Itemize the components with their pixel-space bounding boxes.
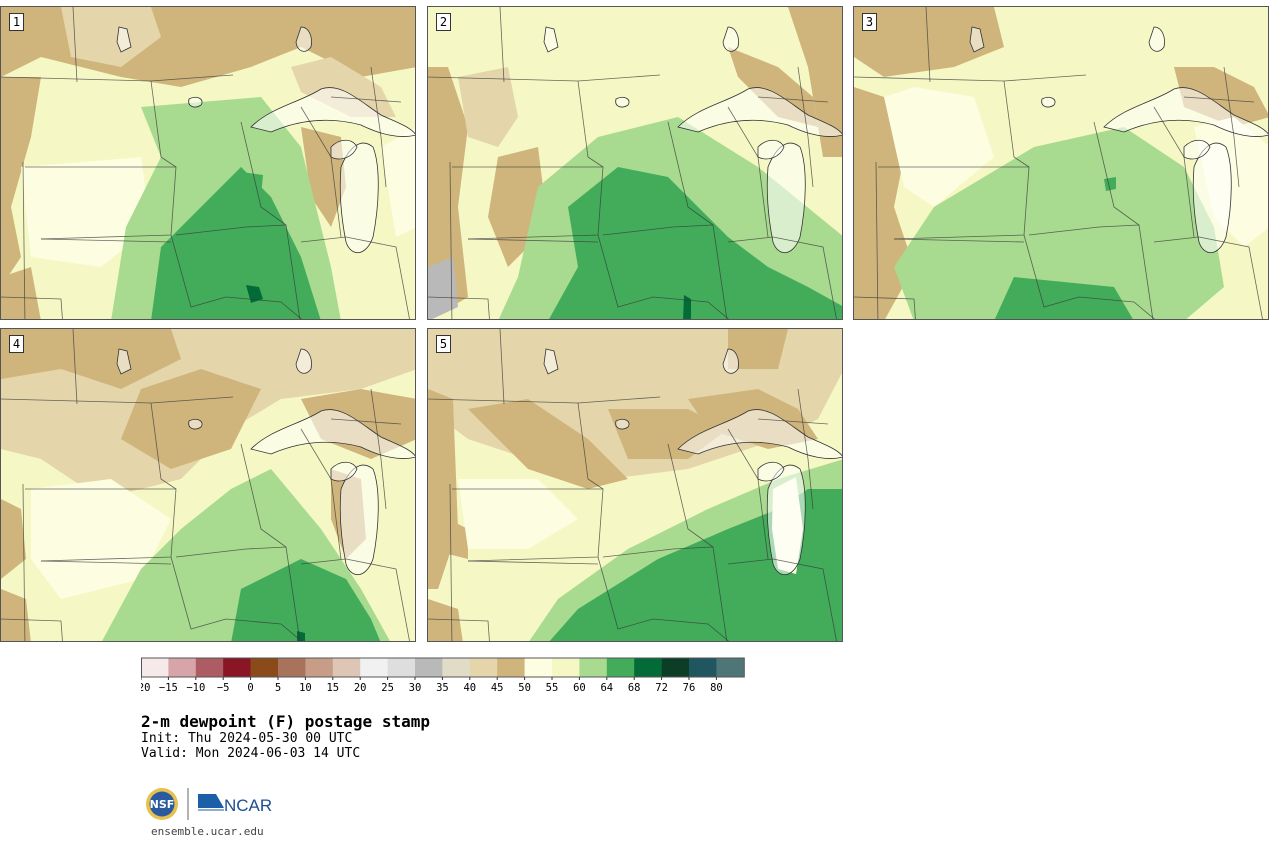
colorbar-tick-label: 20 — [354, 682, 367, 694]
colorbar-cell-13 — [497, 658, 525, 677]
dewpoint-region — [1, 77, 41, 287]
colorbar-tick-label: 50 — [518, 682, 531, 694]
init-time: Init: Thu 2024-05-30 00 UTC — [141, 731, 353, 746]
dewpoint-region — [448, 519, 468, 559]
dewpoint-region — [894, 127, 1224, 319]
colorbar-tick-label: −15 — [159, 682, 178, 694]
dewpoint-region — [1, 329, 181, 389]
map-panel-3: 3 — [853, 6, 1269, 320]
colorbar-cell-1 — [168, 658, 197, 677]
dewpoint-map-1 — [1, 7, 415, 319]
dewpoint-map-4 — [1, 329, 415, 641]
colorbar-cell-18 — [634, 658, 662, 677]
colorbar-tick-label: 72 — [655, 682, 668, 694]
colorbar-cell-7 — [332, 658, 361, 677]
dewpoint-region — [1, 589, 31, 641]
colorbar-tick-label: 80 — [710, 682, 723, 694]
map-panel-1: 1 — [0, 6, 416, 320]
colorbar-cell-10 — [415, 658, 443, 677]
colorbar-cell-4 — [250, 658, 279, 677]
colorbar-tick-label: 15 — [326, 682, 339, 694]
dewpoint-region — [458, 67, 518, 147]
valid-time: Valid: Mon 2024-06-03 14 UTC — [141, 746, 361, 761]
colorbar-tick-label: 35 — [436, 682, 449, 694]
colorbar-tick-label: −5 — [217, 682, 230, 694]
dewpoint-region — [151, 167, 321, 319]
ncar-logo: NCAR — [198, 794, 272, 815]
colorbar-cell-21 — [716, 658, 745, 677]
dewpoint-map-3 — [854, 7, 1268, 319]
dewpoint-region — [884, 87, 994, 207]
panel-number-2: 2 — [436, 13, 451, 31]
dewpoint-region — [428, 599, 463, 641]
dewpoint-region — [1, 499, 26, 579]
colorbar-cell-19 — [661, 658, 690, 677]
dewpoint-region — [854, 7, 1004, 77]
colorbar-tick-label: 76 — [683, 682, 696, 694]
colorbar-tick-label: 64 — [600, 682, 613, 694]
colorbar-cell-12 — [469, 658, 498, 677]
dewpoint-region — [428, 257, 458, 319]
dewpoint-region — [788, 7, 842, 157]
colorbar-cell-16 — [579, 658, 608, 677]
dewpoint-region — [231, 559, 381, 641]
colorbar-cell-6 — [305, 658, 334, 677]
colorbar-cell-11 — [442, 658, 471, 677]
dewpoint-region — [1, 267, 41, 319]
colorbar-cell-14 — [524, 658, 553, 677]
colorbar-tick-label: 45 — [491, 682, 504, 694]
dewpoint-region — [236, 172, 263, 217]
colorbar-cell-2 — [195, 658, 224, 677]
dewpoint-region — [381, 128, 415, 237]
colorbar-tick-label: 60 — [573, 682, 586, 694]
dewpoint-region — [61, 7, 161, 67]
colorbar-cell-15 — [552, 658, 580, 677]
dewpoint-region — [458, 479, 578, 549]
colorbar-cell-0 — [141, 658, 169, 677]
dewpoint-region — [683, 295, 691, 319]
colorbar-tick-label: 55 — [546, 682, 559, 694]
colorbar-tick-label: 10 — [299, 682, 312, 694]
nsf-logo: NSF — [146, 788, 178, 820]
colorbar-cell-8 — [360, 658, 388, 677]
panel-number-5: 5 — [436, 335, 451, 353]
dewpoint-region — [549, 167, 842, 319]
dewpoint-region — [246, 285, 263, 303]
colorbar-cell-20 — [689, 658, 717, 677]
panel-number-1: 1 — [9, 13, 24, 31]
dewpoint-region — [728, 329, 788, 369]
nsf-logo-text: NSF — [150, 798, 175, 811]
colorbar-tick-label: 30 — [409, 682, 422, 694]
colorbar-tick-label: 40 — [463, 682, 476, 694]
map-panel-2: 2 — [427, 6, 843, 320]
dewpoint-map-5 — [428, 329, 842, 641]
colorbar-cell-9 — [387, 658, 416, 677]
dewpoint-region — [428, 67, 468, 319]
dewpoint-region — [994, 277, 1133, 319]
panel-number-4: 4 — [9, 335, 24, 353]
dewpoint-map-2 — [428, 7, 842, 319]
figure-title: 2-m dewpoint (F) postage stamp — [141, 712, 430, 731]
dewpoint-region — [468, 399, 628, 489]
colorbar-tick-label: −20 — [141, 682, 150, 694]
panel-number-3: 3 — [862, 13, 877, 31]
logos: NSF NCAR — [146, 788, 272, 820]
colorbar-cell-3 — [223, 658, 251, 677]
dewpoint-region — [1104, 177, 1116, 191]
colorbar-cell-17 — [606, 658, 635, 677]
dewpoint-region — [291, 57, 396, 117]
colorbar-cell-5 — [278, 658, 306, 677]
dewpoint-region — [31, 479, 171, 599]
colorbar: −20 −15 −10 −5 0 5 10 15 20 25 30 35 40 45 50 55 60 64 68 7… — [141, 657, 745, 694]
colorbar-tick-label: 25 — [381, 682, 394, 694]
website-url[interactable]: ensemble.ucar.edu — [151, 825, 264, 838]
map-panel-4: 4 — [0, 328, 416, 642]
ncar-logo-text: NCAR — [224, 796, 272, 815]
colorbar-tick-label: 68 — [628, 682, 641, 694]
colorbar-tick-label: −10 — [186, 682, 205, 694]
colorbar-tick-label: 5 — [275, 682, 281, 694]
map-panel-5: 5 — [427, 328, 843, 642]
colorbar-tick-label: 0 — [247, 682, 253, 694]
